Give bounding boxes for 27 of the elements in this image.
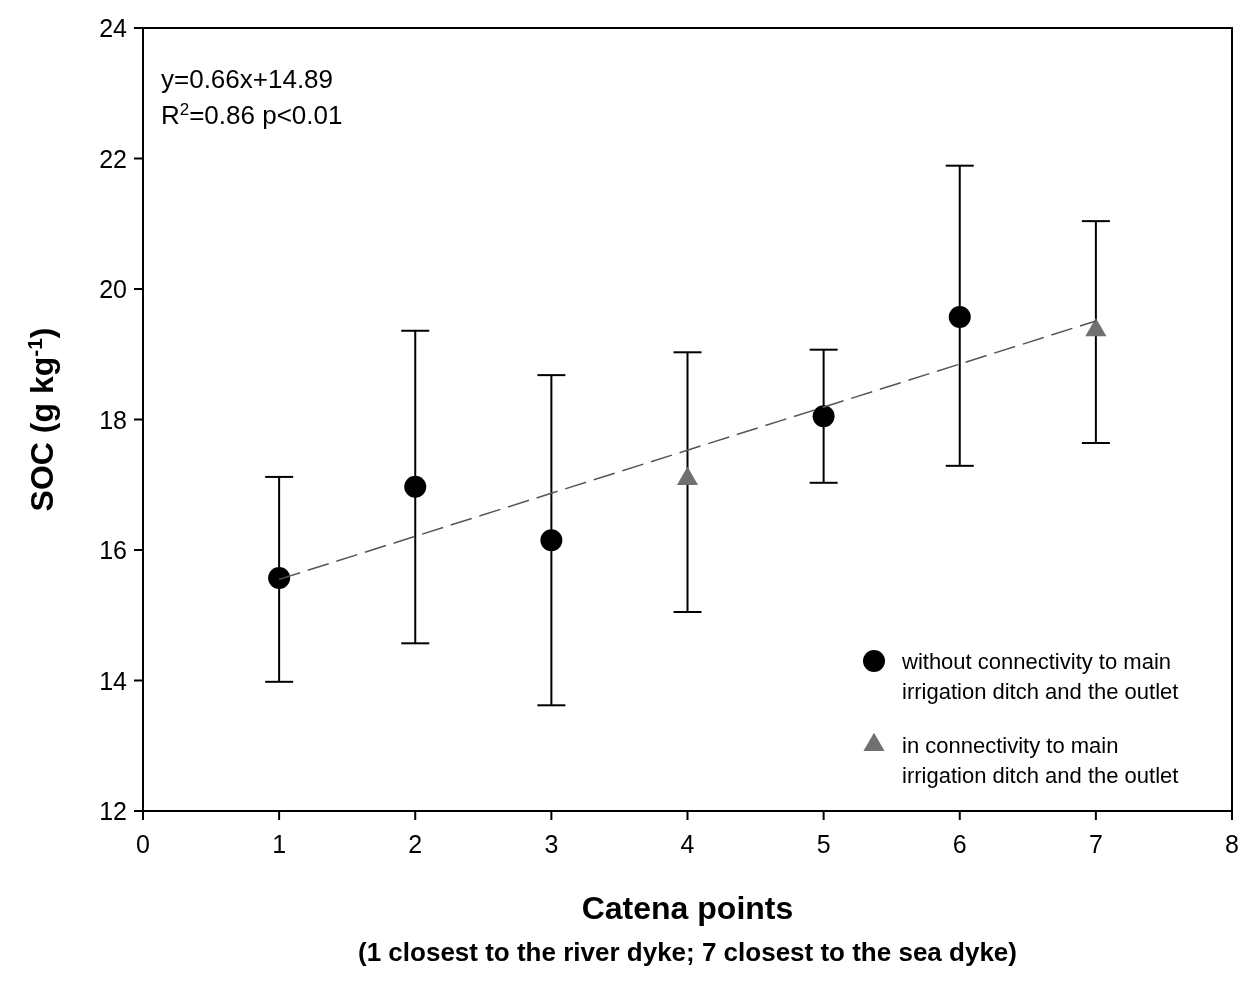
annotation: y=0.66x+14.89 bbox=[161, 64, 334, 94]
point bbox=[948, 306, 971, 329]
x-tick-label: 2 bbox=[408, 830, 423, 858]
y-tick-label: 24 bbox=[99, 14, 128, 42]
point bbox=[404, 475, 427, 498]
x-tick-label: 0 bbox=[136, 830, 150, 858]
legend-label: without connectivity to main irrigation ditch and the outlet bbox=[901, 649, 1179, 704]
annotation: R$^{2}$=0.86 p<0.01 bbox=[161, 99, 343, 130]
legend-label: in connectivity to main irrigation ditch and the outlet bbox=[902, 733, 1179, 788]
point bbox=[540, 529, 563, 552]
x-tick-label: 5 bbox=[816, 830, 831, 858]
x-tick-label: 3 bbox=[544, 830, 559, 858]
point bbox=[268, 567, 291, 590]
y-tick-label: 12 bbox=[99, 797, 127, 825]
x-axis-title: Catena points bbox=[581, 890, 794, 926]
y-tick-label: 16 bbox=[99, 536, 127, 564]
text: (1 closest to the river dyke; 7 closest to the sea dyke) bbox=[358, 937, 1017, 967]
x-tick-label: 6 bbox=[952, 830, 967, 858]
x-tick-label: 8 bbox=[1225, 830, 1239, 858]
x-tick-label: 7 bbox=[1088, 830, 1103, 858]
y-tick-label: 22 bbox=[99, 144, 127, 173]
y-tick-label: 14 bbox=[99, 666, 128, 695]
x-tick-label: 4 bbox=[680, 830, 695, 858]
y-tick-label: 20 bbox=[99, 275, 127, 303]
y-tick-label: 18 bbox=[99, 405, 127, 434]
point bbox=[812, 405, 835, 428]
x-tick-label: 1 bbox=[272, 830, 287, 858]
